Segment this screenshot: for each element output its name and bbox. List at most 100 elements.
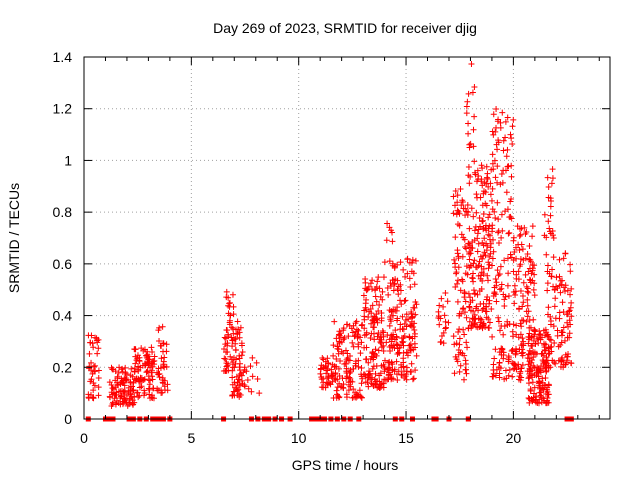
data-point — [516, 373, 523, 380]
data-point — [529, 267, 536, 274]
data-point — [394, 377, 401, 384]
data-point — [474, 235, 481, 242]
data-point — [370, 324, 377, 331]
data-point — [480, 190, 487, 197]
data-point — [393, 341, 400, 348]
data-point — [228, 324, 235, 331]
data-point — [441, 312, 448, 319]
data-point — [471, 84, 478, 91]
data-point — [478, 178, 485, 185]
data-point — [386, 358, 393, 365]
data-point — [483, 314, 490, 321]
data-point — [524, 296, 531, 303]
data-point — [566, 317, 573, 324]
data-point — [372, 346, 379, 353]
data-point — [566, 334, 573, 341]
data-point — [545, 218, 552, 225]
data-point — [508, 173, 515, 180]
data-point — [409, 256, 416, 263]
data-point — [227, 353, 234, 360]
data-point — [147, 364, 154, 371]
data-point — [483, 163, 490, 170]
data-point — [410, 375, 417, 382]
data-point — [388, 318, 395, 325]
data-point — [542, 326, 549, 333]
data-point — [155, 371, 162, 378]
data-point — [369, 302, 376, 309]
y-tick-label: 0.8 — [53, 204, 73, 220]
data-point — [502, 367, 509, 374]
data-point — [232, 335, 239, 342]
data-point — [357, 350, 364, 357]
data-point — [470, 278, 477, 285]
data-point — [151, 353, 158, 360]
data-point — [243, 368, 250, 375]
data-point — [471, 169, 478, 176]
data-point — [410, 304, 417, 311]
data-point — [118, 387, 125, 394]
data-point — [440, 340, 447, 347]
data-point — [505, 230, 512, 237]
data-point — [492, 215, 499, 222]
data-point — [440, 303, 447, 310]
data-point — [403, 316, 410, 323]
data-point — [126, 399, 133, 406]
data-point — [475, 172, 482, 179]
data-point — [378, 362, 385, 369]
data-point — [119, 368, 126, 375]
data-point — [479, 217, 486, 224]
data-point — [549, 166, 556, 173]
data-point — [501, 257, 508, 264]
data-point — [365, 314, 372, 321]
data-point — [237, 391, 244, 398]
data-point — [471, 227, 478, 234]
data-point — [481, 179, 488, 186]
data-point — [154, 387, 161, 394]
data-point — [512, 291, 519, 298]
data-point — [148, 367, 155, 374]
data-point — [465, 290, 472, 297]
data-point — [526, 399, 533, 406]
data-point — [465, 324, 472, 331]
data-point — [495, 239, 502, 246]
data-point — [135, 394, 142, 401]
data-point — [461, 331, 468, 338]
data-point — [349, 339, 356, 346]
data-point — [106, 379, 113, 386]
data-point — [465, 130, 472, 137]
data-point — [461, 376, 468, 383]
data-point — [546, 225, 553, 232]
data-point — [555, 343, 562, 350]
data-point — [511, 361, 518, 368]
data-point — [489, 236, 496, 243]
data-point — [528, 342, 535, 349]
data-point — [249, 354, 256, 361]
data-point — [358, 322, 365, 329]
data-point — [401, 298, 408, 305]
data-point — [331, 363, 338, 370]
data-point — [333, 335, 340, 342]
data-point — [454, 280, 461, 287]
data-point — [381, 366, 388, 373]
data-point — [493, 124, 500, 131]
data-point — [560, 309, 567, 316]
data-point — [490, 166, 497, 173]
data-point — [95, 345, 102, 352]
data-point — [459, 253, 466, 260]
data-point — [324, 355, 331, 362]
data-point — [141, 376, 148, 383]
data-point — [376, 285, 383, 292]
data-point — [510, 268, 517, 275]
data-point — [408, 360, 415, 367]
data-point — [384, 366, 391, 373]
data-point — [398, 371, 405, 378]
data-point — [508, 135, 515, 142]
data-point — [225, 367, 232, 374]
data-point — [538, 362, 545, 369]
data-point — [356, 387, 363, 394]
data-point — [562, 250, 569, 257]
data-point — [495, 314, 502, 321]
data-point — [462, 243, 469, 250]
data-point — [496, 327, 503, 334]
data-point — [456, 341, 463, 348]
